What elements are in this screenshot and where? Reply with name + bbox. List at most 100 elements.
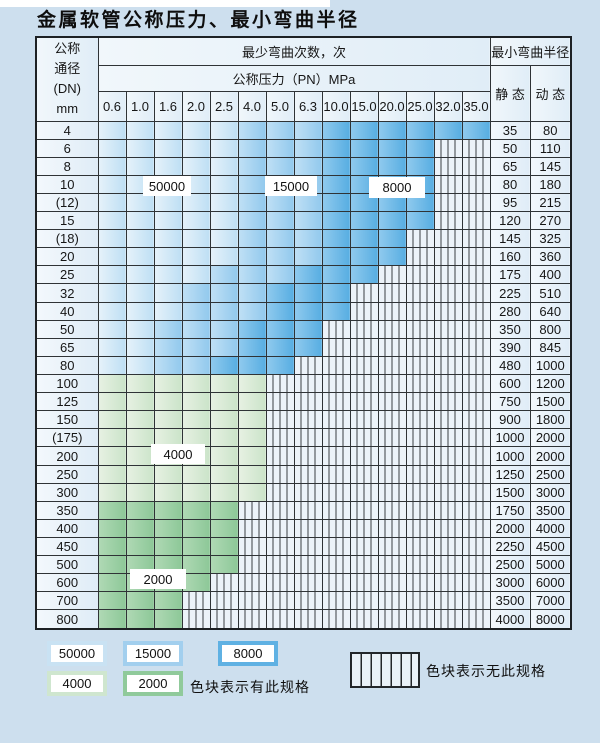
spec-cell-2000	[125, 537, 155, 557]
pressure-value: 15.0	[349, 90, 379, 122]
spec-cell-50000	[125, 138, 155, 158]
no-spec-cell	[433, 192, 463, 213]
no-spec-cell	[433, 229, 463, 249]
spec-cell-4000	[237, 410, 267, 430]
spec-cell-8000	[405, 156, 435, 176]
no-spec-cell	[265, 609, 295, 630]
no-spec-cell	[405, 283, 435, 303]
spec-cell-4000	[237, 446, 267, 466]
spec-cell-2000	[153, 518, 183, 539]
spec-cell-8000	[349, 120, 379, 140]
radius-header: 最小弯曲半径	[489, 36, 572, 66]
no-spec-cell	[433, 518, 463, 539]
no-spec-cell	[293, 446, 323, 466]
zone-label-15000: 15000	[265, 176, 317, 196]
spec-cell-50000	[125, 229, 155, 249]
dynamic-radius: 4500	[529, 537, 572, 557]
no-spec-cell	[293, 573, 323, 593]
spec-cell-50000	[97, 211, 127, 231]
no-spec-cell	[433, 482, 463, 502]
spec-cell-8000	[321, 192, 351, 213]
table-row: (12) 95 215	[35, 192, 572, 213]
spec-table: 公称 通径 (DN) mm 最少弯曲次数，次 最小弯曲半径 公称压力（PN）MP…	[35, 36, 573, 630]
spec-cell-4000	[237, 428, 267, 448]
spec-cell-15000	[209, 319, 239, 339]
spec-cell-8000	[349, 156, 379, 176]
no-spec-cell	[209, 609, 239, 630]
no-spec-cell	[349, 518, 379, 539]
zone-label-2000: 2000	[130, 569, 186, 589]
no-spec-cell	[433, 500, 463, 520]
dn-value: 65	[35, 337, 99, 357]
no-spec-cell	[349, 319, 379, 339]
dynamic-radius: 640	[529, 301, 572, 321]
spec-cell-8000	[293, 319, 323, 339]
spec-cell-8000	[349, 138, 379, 158]
spec-cell-50000	[125, 156, 155, 176]
pressure-value: 20.0	[377, 90, 407, 122]
spec-cell-8000	[237, 337, 267, 357]
spec-cell-15000	[209, 283, 239, 303]
spec-cell-4000	[181, 410, 211, 430]
spec-cell-50000	[209, 211, 239, 231]
spec-cell-15000	[237, 301, 267, 321]
no-spec-cell	[377, 283, 407, 303]
spec-cell-4000	[181, 374, 211, 394]
no-spec-cell	[377, 392, 407, 412]
spec-cell-50000	[125, 247, 155, 267]
spec-cell-50000	[97, 229, 127, 249]
static-radius: 145	[489, 229, 531, 249]
spec-cell-4000	[125, 410, 155, 430]
no-spec-cell	[293, 374, 323, 394]
table-row: 250 1250 2500	[35, 464, 572, 484]
dn-value: 200	[35, 446, 99, 466]
spec-cell-50000	[181, 120, 211, 140]
spec-cell-15000	[209, 337, 239, 357]
dynamic-radius: 6000	[529, 573, 572, 593]
dynamic-radius: 80	[529, 120, 572, 140]
legend-no-spec-text: 色块表示无此规格	[426, 663, 546, 679]
dn-value: 450	[35, 537, 99, 557]
spec-cell-15000	[293, 138, 323, 158]
dn-value: 350	[35, 500, 99, 520]
spec-cell-15000	[293, 211, 323, 231]
spec-cell-4000	[153, 464, 183, 484]
dynamic-radius: 360	[529, 247, 572, 267]
spec-cell-8000	[377, 229, 407, 249]
spec-cell-4000	[209, 392, 239, 412]
spec-cell-8000	[321, 283, 351, 303]
spec-cell-8000	[349, 265, 379, 285]
spec-cell-8000	[265, 355, 295, 376]
no-spec-cell	[405, 265, 435, 285]
spec-cell-8000	[377, 138, 407, 158]
spec-cell-8000	[433, 120, 463, 140]
spec-cell-50000	[181, 138, 211, 158]
spec-cell-50000	[125, 319, 155, 339]
static-radius: 1500	[489, 482, 531, 502]
pressure-value: 6.3	[293, 90, 323, 122]
dynamic-radius: 270	[529, 211, 572, 231]
spec-cell-4000	[153, 482, 183, 502]
bend-cycles-header: 最少弯曲次数，次	[97, 36, 491, 66]
table-row: 65 390 845	[35, 337, 572, 357]
no-spec-cell	[377, 591, 407, 611]
dn-value: 4	[35, 120, 99, 140]
spec-cell-50000	[209, 247, 239, 267]
dynamic-radius: 1500	[529, 392, 572, 412]
spec-cell-15000	[181, 319, 211, 339]
no-spec-cell	[461, 446, 491, 466]
no-spec-cell	[433, 609, 463, 630]
no-spec-cell	[265, 591, 295, 611]
no-spec-cell	[265, 428, 295, 448]
zone-label-50000: 50000	[143, 176, 191, 196]
spec-cell-4000	[97, 482, 127, 502]
spec-cell-15000	[265, 192, 295, 213]
spec-cell-50000	[97, 355, 127, 376]
no-spec-cell	[265, 573, 295, 593]
legend-chip-4000: 4000	[47, 671, 107, 696]
spec-cell-50000	[97, 120, 127, 140]
dn-value: 150	[35, 410, 99, 430]
spec-cell-2000	[209, 500, 239, 520]
table-body: 4 35 80 6 50 110 8 65 145 10 80 180 (12) 95 215 15 120 27…	[35, 120, 572, 630]
spec-cell-50000	[181, 192, 211, 213]
